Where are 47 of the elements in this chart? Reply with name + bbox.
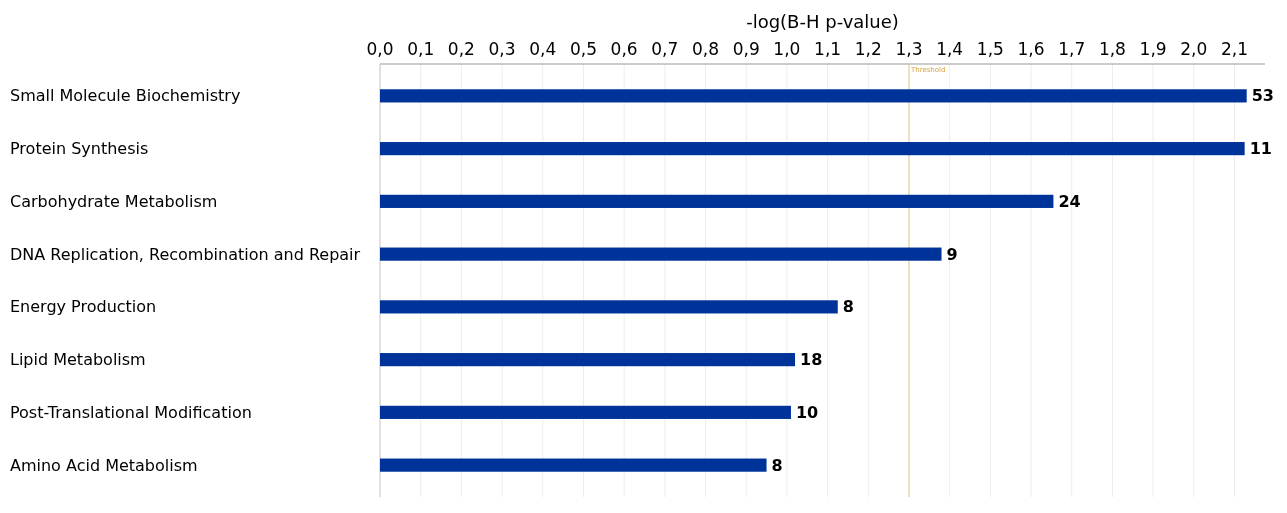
bar xyxy=(380,89,1247,103)
y-tick-label: Amino Acid Metabolism xyxy=(10,455,198,475)
annotation: 9 xyxy=(946,244,958,264)
annotation: 8 xyxy=(771,455,783,475)
bar xyxy=(380,353,796,367)
x-tick-label: 0,3 xyxy=(488,39,516,59)
x-tick-label: 1,2 xyxy=(854,39,882,59)
x-tick-label: 0,6 xyxy=(610,39,638,59)
x-tick-label: 1,8 xyxy=(1098,39,1126,59)
bar xyxy=(380,300,838,314)
annotation: 10 xyxy=(795,402,819,422)
x-tick-label: 2,0 xyxy=(1180,39,1208,59)
x-tick-label: 1,6 xyxy=(1017,39,1045,59)
y-tick-label: Carbohydrate Metabolism xyxy=(10,191,218,211)
annotation: 24 xyxy=(1058,191,1081,211)
x-tick-label: 0,1 xyxy=(407,39,435,59)
y-tick-label: DNA Replication, Recombination and Repair xyxy=(10,244,361,264)
x-tick-label: 2,1 xyxy=(1220,39,1249,59)
x-tick-label: 0,2 xyxy=(447,39,475,59)
bar xyxy=(380,142,1245,156)
x-tick-label: 0,0 xyxy=(366,39,394,59)
x-tick-label: 0,5 xyxy=(569,39,597,59)
x-tick-label: 1,4 xyxy=(936,39,964,59)
x-tick-label: 1,5 xyxy=(976,39,1004,59)
x-tick-label: 0,9 xyxy=(732,39,760,59)
annotation: 8 xyxy=(842,297,854,317)
annotation: 18 xyxy=(800,350,823,370)
y-tick-label: Post-Translational Modification xyxy=(10,402,252,422)
x-tick-label: 1,0 xyxy=(773,39,801,59)
bar xyxy=(380,405,791,419)
bar xyxy=(380,247,942,261)
x-tick-label: 0,4 xyxy=(529,39,557,59)
x-tick-label: 0,8 xyxy=(691,39,720,59)
bar xyxy=(380,458,767,472)
y-tick-label: Protein Synthesis xyxy=(10,139,149,159)
y-tick-label: Small Molecule Biochemistry xyxy=(10,86,241,106)
annotation: 11 xyxy=(1249,139,1272,159)
x-tick-label: 1,9 xyxy=(1139,39,1167,59)
x-tick-label: 1,3 xyxy=(895,39,923,59)
x-axis-title: -log(B-H p-value) xyxy=(746,11,899,32)
y-tick-label: Lipid Metabolism xyxy=(10,350,146,370)
annotation: 53 xyxy=(1251,86,1274,106)
bar xyxy=(380,194,1054,208)
x-tick-label: 1,1 xyxy=(814,39,842,59)
x-tick-label: 0,7 xyxy=(651,39,679,59)
y-tick-label: Energy Production xyxy=(10,297,157,317)
x-tick-label: 1,7 xyxy=(1058,39,1086,59)
